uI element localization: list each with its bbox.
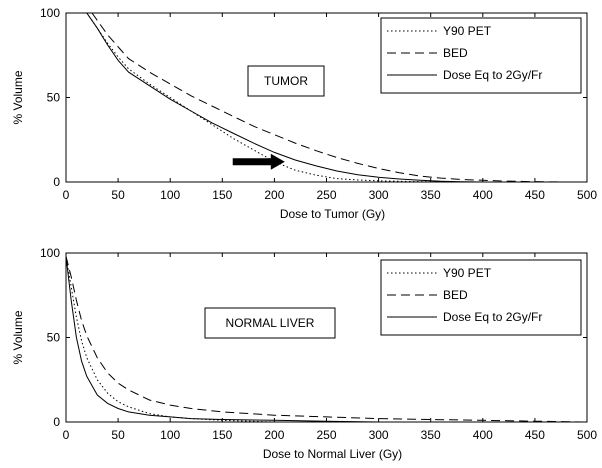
y-tick-label: 0: [53, 175, 60, 189]
annotation-label: NORMAL LIVER: [226, 316, 315, 330]
series-line-solid: [86, 13, 483, 182]
chart-panel: 0 50 100 150 200 250 300 350 400 450 500 0 50 100 Dose…: [11, 246, 597, 461]
annotation-label: TUMOR: [264, 74, 308, 88]
legend: Y90 PET BED Dose Eq to 2Gy/Fr: [380, 259, 582, 336]
annotation: NORMAL LIVER: [204, 307, 336, 339]
x-tick-label: 450: [525, 428, 545, 442]
series-line-dashed: [66, 256, 587, 422]
series-line-dashed: [91, 13, 567, 182]
x-tick-label: 350: [421, 428, 441, 442]
chart-panel: 0 50 100 150 200 250 300 350 400 450 500 0 50 100 Dose…: [11, 6, 597, 221]
legend-box: [380, 17, 582, 94]
arrow-annotation: [232, 153, 285, 170]
x-tick-label: 450: [525, 188, 545, 202]
annotation-box: [247, 65, 325, 97]
x-tick-label: 0: [63, 188, 70, 202]
y-tick-label: 50: [47, 331, 61, 345]
y-tick-label: 100: [40, 246, 60, 260]
series-line-dotted: [86, 13, 442, 182]
legend-label: Y90 PET: [443, 24, 492, 38]
legend-label: BED: [443, 46, 468, 60]
arrow-head: [270, 153, 285, 170]
y-axis-label: % Volume: [11, 70, 25, 124]
x-tick-label: 400: [473, 428, 493, 442]
legend-label: Dose Eq to 2Gy/Fr: [443, 310, 542, 324]
x-tick-label: 300: [369, 188, 389, 202]
y-tick-label: 50: [47, 91, 61, 105]
series-group: [86, 13, 567, 182]
series-line-solid: [66, 256, 379, 422]
x-tick-label: 200: [264, 188, 284, 202]
x-tick-label: 150: [212, 428, 232, 442]
y-tick-label: 0: [53, 415, 60, 429]
x-axis-label: Dose to Tumor (Gy): [280, 207, 385, 221]
legend-label: Y90 PET: [443, 266, 492, 280]
x-tick-label: 150: [212, 188, 232, 202]
annotation-box: [204, 307, 336, 339]
x-tick-label: 350: [421, 188, 441, 202]
x-tick-label: 200: [264, 428, 284, 442]
legend: Y90 PET BED Dose Eq to 2Gy/Fr: [380, 17, 582, 94]
x-tick-label: 500: [577, 188, 597, 202]
x-tick-label: 400: [473, 188, 493, 202]
x-tick-label: 500: [577, 428, 597, 442]
x-tick-label: 0: [63, 428, 70, 442]
x-axis-label: Dose to Normal Liver (Gy): [263, 447, 402, 461]
legend-box: [380, 259, 582, 336]
x-tick-label: 50: [111, 428, 125, 442]
legend-label: Dose Eq to 2Gy/Fr: [443, 68, 542, 82]
y-tick-label: 100: [40, 6, 60, 20]
annotation: TUMOR: [247, 65, 325, 97]
y-axis-label: % Volume: [11, 310, 25, 364]
x-tick-label: 100: [160, 428, 180, 442]
series-group: [66, 256, 587, 422]
x-tick-label: 250: [316, 188, 336, 202]
x-tick-label: 100: [160, 188, 180, 202]
x-tick-label: 250: [316, 428, 336, 442]
legend-label: BED: [443, 288, 468, 302]
x-tick-label: 50: [111, 188, 125, 202]
x-tick-label: 300: [369, 428, 389, 442]
